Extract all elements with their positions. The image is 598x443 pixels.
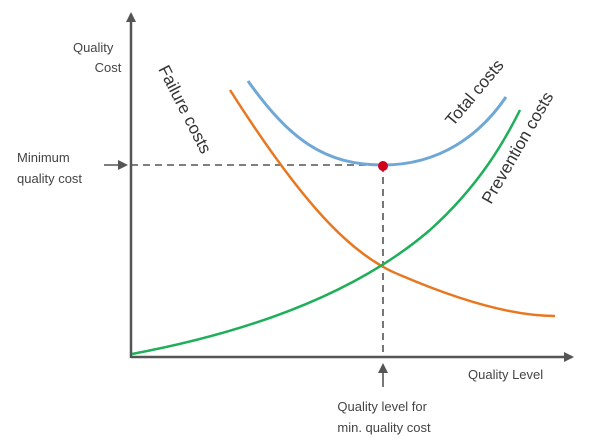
prevention-costs-label: Prevention costs	[478, 89, 557, 207]
y-axis-label: Quality Cost	[73, 40, 122, 75]
min-quality-cost-label: Minimum quality cost	[17, 150, 82, 186]
total-costs-label: Total costs	[442, 56, 508, 130]
quality-level-label: Quality level for min. quality cost	[337, 399, 431, 435]
optimum-point	[378, 161, 388, 171]
prevention-costs-curve	[131, 109, 522, 356]
failure-costs-curve	[228, 89, 556, 318]
x-axis-label: Quality Level	[468, 367, 543, 382]
failure-costs-label: Failure costs	[154, 62, 215, 156]
